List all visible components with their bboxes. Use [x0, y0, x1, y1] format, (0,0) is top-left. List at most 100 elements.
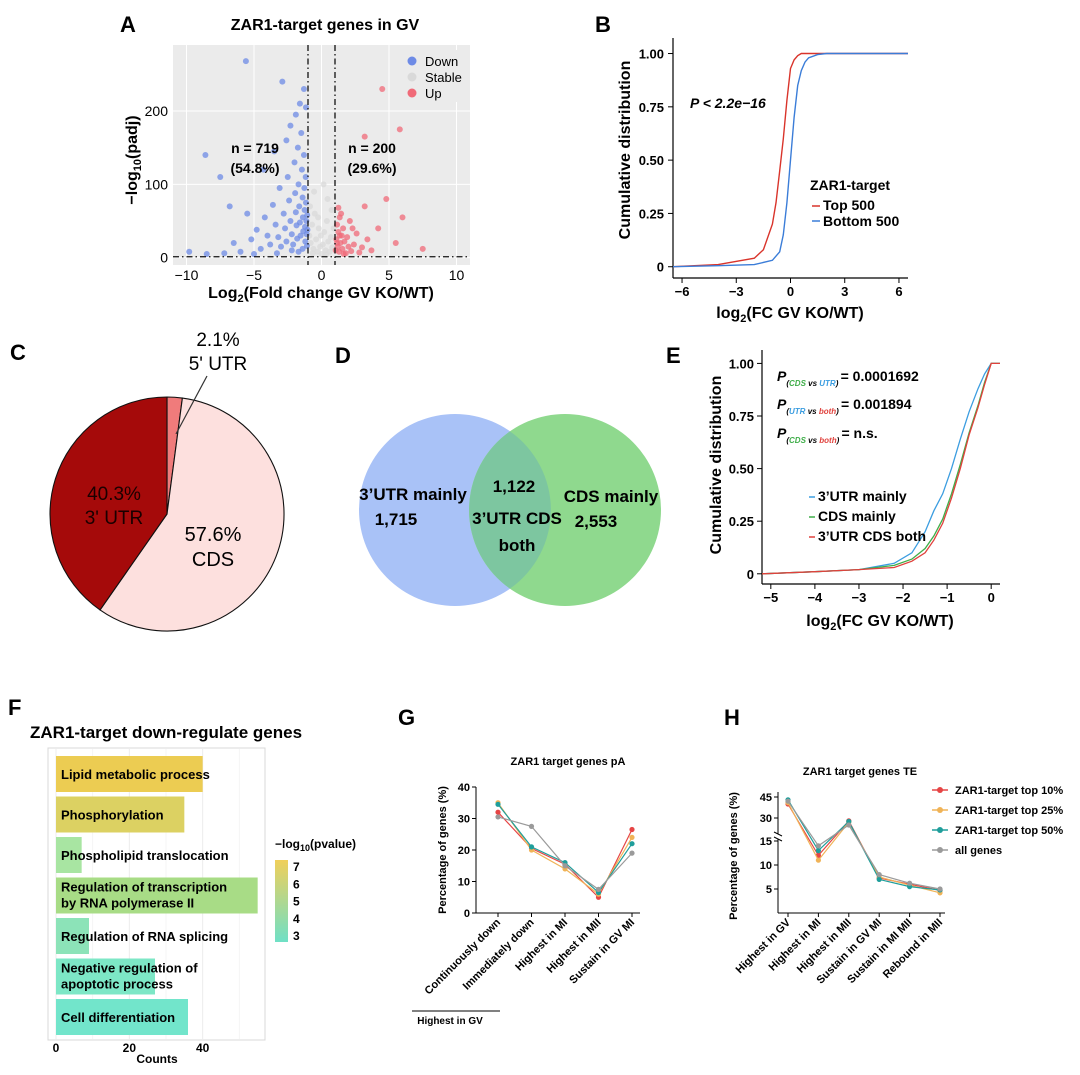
panel-a-point-up: [368, 247, 375, 254]
panel-a-point-stable: [325, 238, 332, 245]
panel-h-series-point: [937, 886, 943, 892]
panel-a-up-count: n = 200: [348, 140, 396, 156]
panel-g-series-point: [595, 886, 602, 892]
panel-h-series-line: [787, 802, 941, 894]
panel-e-legend-both: 3’UTR CDS both: [818, 528, 926, 544]
panel-a-point-up: [340, 225, 347, 232]
panel-h-legend-marker-dot: [937, 847, 943, 853]
panel-h-legend-label: ZAR1-target top 25%: [955, 805, 1063, 817]
panel-b-x-tick-label: −6: [675, 284, 690, 299]
panel-a-point-down: [278, 243, 284, 250]
panel-a-legend-up: Up: [425, 86, 442, 101]
panel-a-up-percent: (29.6%): [347, 160, 396, 176]
panel-letter-g: G: [398, 705, 415, 730]
panel-a-point-down: [202, 152, 209, 158]
panel-e-y-tick-label: 0.75: [729, 409, 754, 424]
panel-h-y-tick-label: 10: [760, 860, 772, 872]
panel-e-y-tick-label: 0.25: [729, 514, 754, 529]
panel-a-point-down: [271, 148, 278, 155]
panel-g-group-label: Highest in GV: [417, 1016, 483, 1027]
panel-b-y-axis-title: Cumulative distribution: [617, 61, 634, 240]
panel-a-point-up: [334, 240, 341, 246]
panel-a-x-tick-label: −10: [175, 267, 199, 283]
panel-g-series-point: [528, 844, 535, 850]
panel-h-legend-marker-dot: [937, 807, 943, 813]
panel-a-point-down: [217, 174, 224, 180]
panel-c-3utr-label: 3' UTR: [85, 508, 144, 529]
panel-a-point-stable: [327, 234, 334, 241]
panel-e-legend-cds: CDS mainly: [818, 508, 896, 524]
panel-a-point-down: [294, 144, 301, 151]
panel-e-pvalue-cds-vs-both: P(CDS vs both) = n.s.: [777, 425, 878, 445]
panel-a-point-down: [286, 197, 293, 204]
panel-a-point-stable: [320, 181, 327, 188]
panel-a-point-down: [300, 86, 307, 92]
panel-e-x-tick-label: −2: [896, 590, 911, 605]
panel-b-y-tick-label: 1.00: [639, 47, 664, 62]
panel-e-x-tick-label: −4: [807, 590, 823, 605]
panel-f-bar: [56, 796, 185, 833]
panel-b-line-bottom-500: [672, 52, 908, 268]
panel-h-legend-marker-dot: [937, 827, 943, 833]
panel-c-3utr-percent: 40.3%: [87, 484, 141, 505]
panel-a-point-down: [261, 214, 268, 221]
panel-f-bar-label: Phospholipid translocation: [61, 848, 229, 863]
panel-a-point-up: [344, 234, 351, 241]
panel-a-point-up: [341, 238, 348, 245]
panel-a-point-down: [203, 251, 210, 257]
panel-a-point-down: [288, 247, 295, 254]
panel-a-point-down: [279, 78, 286, 85]
panel-h-series-point: [785, 798, 791, 804]
panel-f-colorbar-tick-label: 3: [293, 929, 300, 943]
panel-a-point-up: [396, 126, 403, 133]
panel-a-point-stable: [313, 236, 320, 243]
panel-f-colorbar-gradient: [275, 860, 288, 942]
panel-a-point-up: [349, 225, 356, 232]
panel-b-legend-title: ZAR1-target: [810, 177, 890, 193]
panel-h-axis-break-mark: [773, 836, 783, 842]
panel-a-x-tick-label: −5: [246, 267, 262, 283]
panel-letter-a: A: [120, 12, 136, 37]
panel-g-y-tick-label: 10: [458, 877, 470, 889]
panel-a-point-stable: [315, 214, 322, 221]
panel-f-bar-label: Regulation of RNA splicing: [61, 929, 228, 944]
panel-a-gridlines: [173, 45, 470, 265]
panel-h-series-point: [876, 876, 882, 883]
panel-a-point-down: [292, 209, 299, 216]
panel-e-x-tick-label: 0: [988, 590, 995, 605]
panel-a-point-stable: [318, 251, 325, 257]
panel-h-y-tick-label: 5: [766, 884, 772, 896]
panel-b-cdf-plot: 0 0.25 0.50 0.75 1.00 −6 −3 0 3 6 P < 2.2e−16 ZAR…: [617, 38, 908, 325]
panel-h-series-line: [787, 803, 941, 891]
panel-letter-f: F: [8, 695, 21, 720]
panel-a-point-down: [273, 250, 280, 257]
panel-g-x-tick-label: Sustain in GV MI: [567, 917, 637, 987]
venn-right-label: CDS mainly: [564, 487, 659, 506]
panel-h-lines: [785, 797, 943, 896]
panel-f-x-tick-label: 40: [196, 1041, 210, 1055]
panel-f-x-tick-label: 20: [123, 1041, 137, 1055]
panel-f-legend-title: −log10(pvalue): [275, 837, 356, 853]
panel-a-point-down: [283, 137, 290, 144]
panel-b-y-tick-label: 0.25: [639, 206, 664, 221]
panel-f-bar: [56, 756, 203, 792]
panel-f-bar-label: Cell differentiation: [61, 1010, 175, 1025]
panel-b-y-tick-label: 0.50: [639, 153, 664, 168]
panel-h-y-axis-title: Percentage of genes (%): [728, 792, 740, 920]
panel-b-x-tick-label: 0: [787, 284, 794, 299]
panel-a-y-tick-label: 200: [145, 103, 169, 119]
panel-a-point-down: [304, 212, 311, 219]
panel-a-point-up: [383, 196, 390, 202]
panel-e-cdf-plot: 0 0.25 0.50 0.75 1.00 −5 −4 −3 −2 −1 0 P(CDS vs UT…: [708, 350, 1000, 633]
panel-f-colorbar-tick-label: 7: [293, 860, 300, 874]
panel-a-point-stable: [328, 207, 335, 213]
panel-b-line-top-500: [672, 52, 908, 268]
panel-a-point-down: [264, 232, 271, 239]
panel-a-point-up: [348, 248, 355, 255]
